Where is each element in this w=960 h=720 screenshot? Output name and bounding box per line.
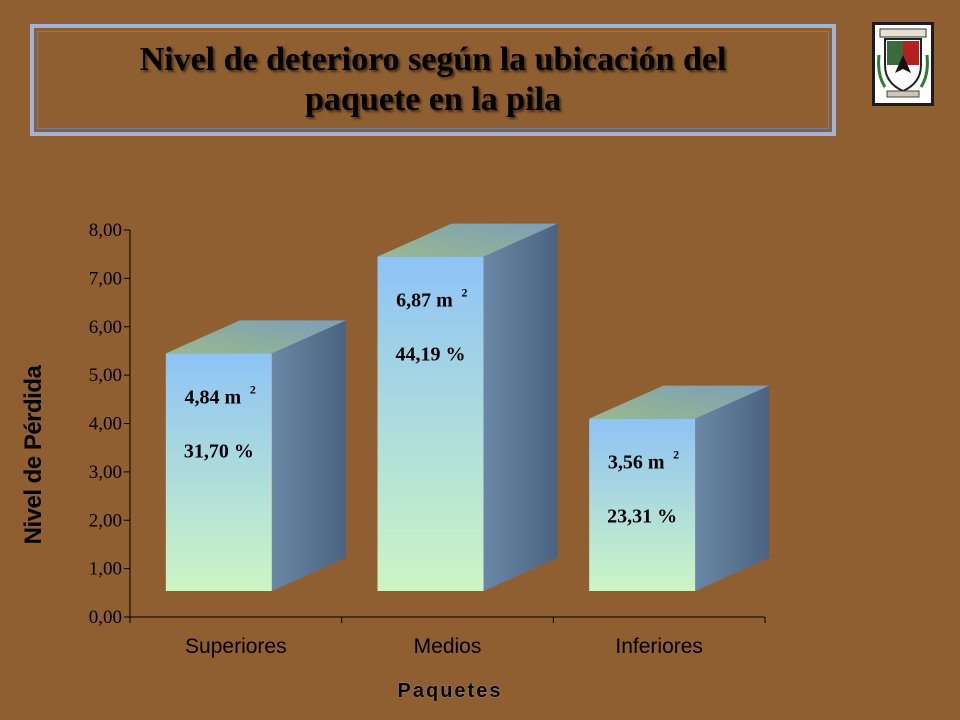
- bar-area-label: 3,56 m: [608, 452, 665, 474]
- bar-front-face: [377, 256, 484, 591]
- bar-percent-label: 44,19 %: [396, 344, 466, 366]
- bar-area-label: 6,87 m: [396, 290, 453, 312]
- bar-percent-label: 23,31 %: [607, 506, 677, 528]
- y-tick-label: 3,00: [89, 462, 122, 483]
- x-axis-title: Paquetes: [397, 680, 503, 702]
- bar-side-face: [271, 320, 346, 591]
- bar-area-exponent: 2: [250, 382, 256, 396]
- bar-area-exponent: 2: [673, 448, 679, 462]
- bar-inferiores: 3,56 m 2 23,31 %: [589, 385, 770, 591]
- chart-axes: 0,00 1,00 2,00 3,00 4,00 5,00 6,00 7,00 8,00 Supe…: [89, 220, 766, 658]
- chart-bars: 4,84 m 2 31,70 % 6,87 m 2 44,19 % 3,56 m 2 23,31…: [165, 223, 770, 591]
- y-tick-label: 8,00: [89, 220, 122, 241]
- y-tick-label: 5,00: [89, 365, 122, 386]
- y-tick-label: 0,00: [89, 607, 122, 628]
- bar-top-face: [377, 223, 558, 257]
- bar-front-face: [589, 418, 696, 591]
- bar-top-face: [165, 320, 346, 354]
- bar-front-face: [165, 353, 272, 591]
- bar-area-exponent: 2: [462, 286, 468, 300]
- x-tick-label: Medios: [414, 635, 482, 658]
- y-tick-label: 1,00: [89, 559, 122, 580]
- x-tick-label: Inferiores: [615, 635, 703, 658]
- y-tick-label: 4,00: [89, 414, 122, 435]
- bar-side-face: [695, 385, 770, 591]
- bar-percent-label: 31,70 %: [184, 440, 254, 462]
- y-tick-label: 2,00: [89, 510, 122, 531]
- y-tick-label: 6,00: [89, 317, 122, 338]
- y-axis-title: Nivel de Pérdida: [20, 365, 47, 545]
- bar-top-face: [589, 385, 770, 419]
- bar-area-label: 4,84 m: [184, 386, 241, 408]
- bar-side-face: [483, 223, 558, 591]
- bar-medios: 6,87 m 2 44,19 %: [377, 223, 558, 591]
- coat-of-arms-logo: [872, 22, 934, 106]
- y-tick-label: 7,00: [89, 268, 122, 289]
- x-tick-label: Superiores: [185, 635, 287, 658]
- title-box: Nivel de deterioro según la ubicación de…: [30, 24, 836, 136]
- bar-superiores: 4,84 m 2 31,70 %: [165, 320, 346, 591]
